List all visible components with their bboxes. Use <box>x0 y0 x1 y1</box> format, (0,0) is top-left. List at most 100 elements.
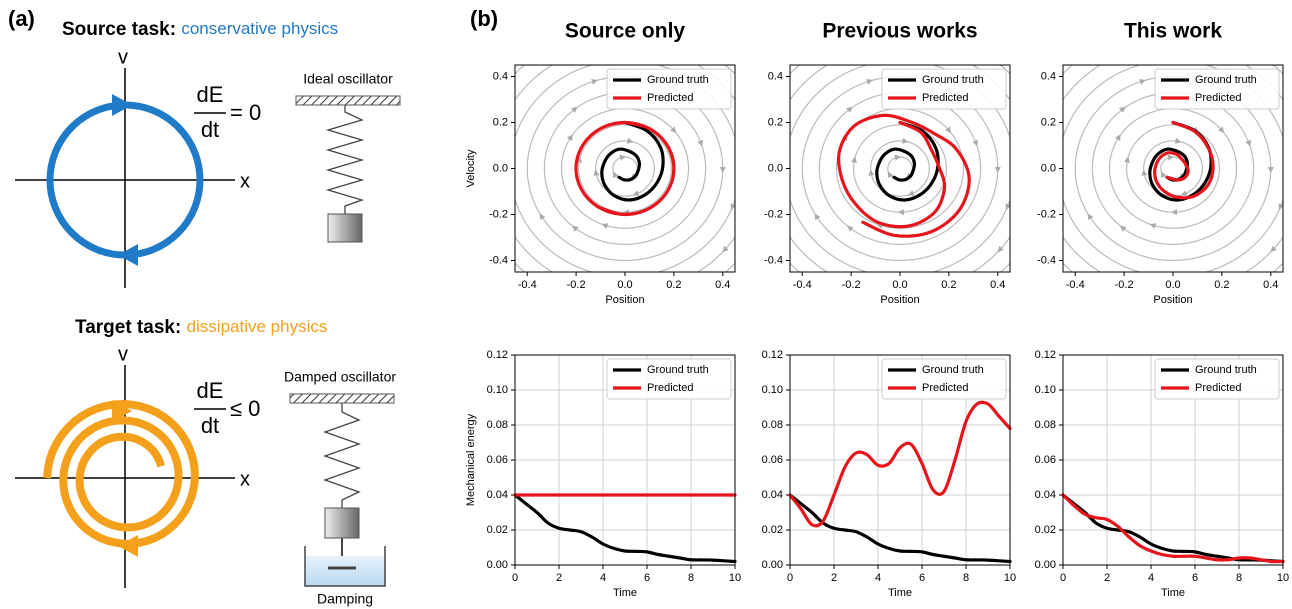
arrow <box>112 400 132 422</box>
x-tick-label: 0 <box>1060 572 1066 584</box>
x-axis-label: Position <box>1153 294 1192 306</box>
y-tick-label: 0.4 <box>768 70 783 82</box>
stream-arrow <box>1219 50 1227 58</box>
stream-arrow <box>968 287 976 295</box>
stream-arrow <box>1160 171 1167 178</box>
stream-arrow <box>1124 156 1130 164</box>
series-line <box>574 120 676 217</box>
stream-arrow <box>1218 126 1225 134</box>
chart-title: Source only <box>565 20 686 43</box>
stream-arrow <box>1114 134 1121 141</box>
chart-title: This work <box>1124 20 1222 43</box>
x-tick-label: 2 <box>1104 572 1110 584</box>
x-tick-label: 8 <box>1236 572 1242 584</box>
stream-arrow <box>719 166 726 174</box>
y-tick-label: 0.4 <box>493 70 508 82</box>
chart-title: Previous works <box>822 20 977 43</box>
y-tick-label: 0.0 <box>1041 162 1056 174</box>
oscillator-label: Ideal oscillator <box>303 71 393 87</box>
y-tick-label: 0.02 <box>1035 524 1056 536</box>
series-line <box>1061 493 1285 564</box>
heading: Target task: <box>75 317 181 338</box>
y-tick-label: 0.04 <box>762 489 783 501</box>
y-tick-label: -0.4 <box>1037 254 1056 266</box>
stream-arrow <box>851 156 857 164</box>
spring <box>325 105 365 214</box>
stream-arrow <box>1267 166 1274 174</box>
x-tick-label: 10 <box>1004 572 1016 584</box>
stream-arrow <box>571 225 579 232</box>
legend-label: Ground truth <box>922 74 984 86</box>
stream-arrow <box>901 57 907 63</box>
legend-label: Ground truth <box>647 364 709 376</box>
series-line <box>513 493 737 564</box>
chart: 0 2 4 6 8 10 0.00 0.02 0.04 0.06 0.08 0.10 0.12 Time M… <box>465 349 741 599</box>
x-label: x <box>240 468 250 490</box>
stream-arrow <box>846 225 854 232</box>
chart: 0 2 4 6 8 10 0.00 0.02 0.04 0.06 0.08 0.10 0.12 Time G… <box>762 349 1017 599</box>
stream-arrow <box>866 79 873 85</box>
y-tick-label: 0.2 <box>493 116 508 128</box>
x-tick-label: 8 <box>688 572 694 584</box>
stream-arrow <box>1141 169 1148 176</box>
legend-label: Predicted <box>647 382 693 394</box>
stream-arrow <box>1180 190 1188 196</box>
x-tick-label: 4 <box>600 572 606 584</box>
chart: -0.4 -0.2 0.0 0.2 0.4 -0.4 -0.2 0.0 0.2 0.4 Previo… <box>764 20 1011 306</box>
target-heading: Target task: dissipative physics <box>75 317 327 338</box>
x-tick-label: 6 <box>644 572 650 584</box>
y-tick-label: 0.06 <box>1035 454 1056 466</box>
series-line <box>1148 120 1213 202</box>
oscillator-label: Damped oscillator <box>284 369 396 385</box>
stream-arrow <box>612 171 619 178</box>
x-tick-label: -0.4 <box>518 279 537 291</box>
x-tick-label: 0.2 <box>1214 279 1229 291</box>
y-tick-label: -0.2 <box>1037 208 1056 220</box>
x-tick-label: -0.2 <box>1115 279 1134 291</box>
y-tick-label: 0.4 <box>1041 70 1056 82</box>
x-axis-label: Time <box>613 587 637 599</box>
stream-arrow <box>1174 57 1180 63</box>
stream-arrow <box>571 106 578 113</box>
stream-arrow <box>593 169 600 176</box>
x-tick-label: 0.4 <box>715 279 730 291</box>
panel-a: (a) Source task: conservative physics v … <box>8 6 401 607</box>
y-tick-label: -0.2 <box>764 208 783 220</box>
denominator: dt <box>201 117 219 142</box>
stream-arrow <box>766 145 773 152</box>
y-tick-label: 0.06 <box>487 454 508 466</box>
y-tick-label: 0.10 <box>1035 384 1056 396</box>
damper-fluid <box>305 556 385 586</box>
stream-arrow <box>1245 139 1252 147</box>
x-tick-label: 10 <box>729 572 741 584</box>
x-tick-label: 2 <box>556 572 562 584</box>
stream-arrow <box>946 50 954 58</box>
stream-arrow <box>887 171 894 178</box>
y-tick-label: 0.10 <box>487 384 508 396</box>
x-axis-label: Position <box>605 294 644 306</box>
series-line <box>1153 120 1215 200</box>
y-tick-label: 0.04 <box>1035 489 1056 501</box>
stream-arrow <box>1060 46 1068 54</box>
arrow <box>118 535 138 557</box>
stream-arrow <box>1139 79 1146 85</box>
stream-arrow <box>1174 137 1182 144</box>
stream-arrow <box>1039 96 1047 104</box>
stream-arrow <box>945 126 952 134</box>
x-tick-label: 0.0 <box>1165 279 1180 291</box>
relation: = 0 <box>230 100 261 125</box>
chart: -0.4 -0.2 0.0 0.2 0.4 -0.4 -0.2 0.0 0.2 0.4 Source… <box>465 20 736 327</box>
y-tick-label: 0.2 <box>1041 116 1056 128</box>
y-tick-label: 0.08 <box>487 419 508 431</box>
v-label: v <box>118 343 128 365</box>
x-axis-label: Position <box>880 294 919 306</box>
stream-arrow <box>1119 106 1126 113</box>
series-line <box>788 400 1012 528</box>
stream-arrow <box>1270 245 1277 253</box>
chart: -0.4 -0.2 0.0 0.2 0.4 -0.4 -0.2 0.0 0.2 0.4 This w… <box>1037 20 1284 306</box>
stream-arrow <box>647 320 654 327</box>
x-tick-label: 8 <box>963 572 969 584</box>
legend-label: Ground truth <box>1195 364 1257 376</box>
x-tick-label: 0.2 <box>941 279 956 291</box>
